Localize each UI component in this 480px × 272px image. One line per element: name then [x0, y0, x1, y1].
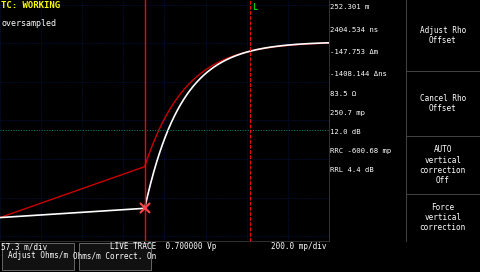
Text: -147.753 Δm: -147.753 Δm [330, 49, 378, 55]
Text: oversampled: oversampled [1, 19, 57, 28]
Text: Cancel Rho
Offset: Cancel Rho Offset [420, 94, 466, 113]
Text: 12.0 dB: 12.0 dB [330, 129, 360, 135]
Text: TC: WORKING: TC: WORKING [1, 1, 60, 10]
Text: LIVE TRACE  0.700000 Vp: LIVE TRACE 0.700000 Vp [110, 242, 216, 251]
Text: RRL 4.4 dB: RRL 4.4 dB [330, 167, 373, 173]
Text: 252.301 m: 252.301 m [330, 4, 369, 10]
Text: 250.7 mp: 250.7 mp [330, 110, 365, 116]
Text: Adjust Rho
Offset: Adjust Rho Offset [420, 26, 466, 45]
Text: Ohms/m Correct. On: Ohms/m Correct. On [73, 251, 156, 260]
Text: L: L [252, 3, 257, 12]
Text: RRC -600.68 mp: RRC -600.68 mp [330, 148, 391, 154]
Text: 200.0 mp/div: 200.0 mp/div [271, 242, 326, 251]
Text: -1408.144 Δns: -1408.144 Δns [330, 71, 386, 77]
FancyBboxPatch shape [79, 243, 151, 270]
FancyBboxPatch shape [1, 243, 74, 270]
Text: AUTO
vertical
correction
Off: AUTO vertical correction Off [420, 145, 466, 185]
Text: 2404.534 ns: 2404.534 ns [330, 27, 378, 33]
Text: 57.3 m/div: 57.3 m/div [1, 242, 48, 251]
Text: Force
vertical
correction: Force vertical correction [420, 203, 466, 233]
Text: Adjust Ohms/m: Adjust Ohms/m [8, 251, 68, 260]
Text: 83.5 Ω: 83.5 Ω [330, 91, 356, 97]
